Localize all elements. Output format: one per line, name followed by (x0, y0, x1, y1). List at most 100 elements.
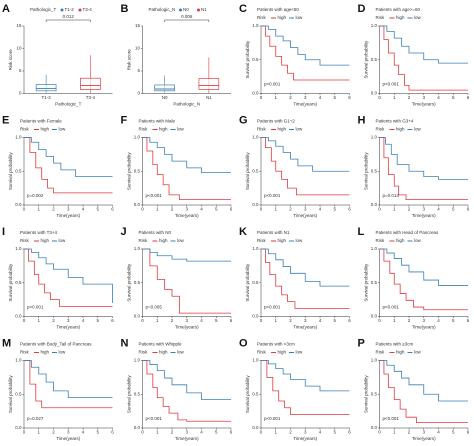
x-tick-label: 5 (333, 430, 336, 435)
legend-title: Pathologic_T (30, 7, 57, 12)
legend-title: Pathologic_N (149, 7, 176, 12)
x-tick-label: 0 (141, 430, 144, 435)
y-axis-label: Survival probability (8, 152, 13, 191)
p-value: p=0.013 (383, 193, 400, 198)
panel-letter: O (239, 337, 248, 349)
y-tick-label: 1.0 (134, 358, 141, 363)
legend-label: low (59, 127, 67, 132)
x-tick-label: 0 (378, 430, 381, 435)
y-tick-label: 0.0 (252, 91, 259, 96)
y-tick-label: 0.5 (252, 280, 259, 285)
y-tick-label: 0.0 (252, 202, 259, 207)
y-tick-label: 1.0 (252, 23, 259, 28)
legend-label: low (414, 238, 422, 243)
x-tick-label: 3 (422, 430, 425, 435)
x-tick-label: 2 (408, 95, 411, 100)
y-axis-label: Survival probability (364, 263, 369, 302)
legend-label: T3-4 (83, 7, 93, 12)
legend-title: Risk (376, 127, 385, 132)
p-value: p<0.001 (264, 305, 281, 310)
y-tick-label: 1.0 (371, 23, 378, 28)
x-tick-label: 0 (260, 318, 263, 323)
legend-label: high (278, 15, 287, 20)
y-axis-label: Risk score (8, 49, 13, 71)
legend-label: high (396, 238, 405, 243)
legend-label: low (414, 350, 422, 355)
panel-title: Patients with ≥3cm (376, 342, 414, 347)
p-value: p<0.001 (146, 416, 163, 421)
y-tick-label: 1.0 (134, 135, 141, 140)
x-tick-label: 6 (467, 95, 470, 100)
survival-curve (379, 248, 468, 286)
survival-curve (24, 248, 113, 307)
x-tick-label: N1 (206, 95, 212, 100)
y-tick-label: 0.0 (134, 425, 141, 430)
x-tick-label: 3 (304, 207, 307, 212)
x-tick-label: 2 (408, 318, 411, 323)
x-tick-label: 0 (23, 430, 26, 435)
panel-letter: P (358, 337, 365, 349)
x-tick-label: 6 (467, 430, 470, 435)
legend-title: Risk (139, 127, 148, 132)
survival-curve (379, 360, 468, 402)
x-tick-label: N0 (162, 95, 168, 100)
y-tick-label: 1.0 (15, 246, 22, 251)
y-tick-label: 0.5 (15, 280, 22, 285)
x-tick-label: 3 (67, 318, 70, 323)
x-tick-label: 4 (319, 318, 322, 323)
y-tick-label: 0.0 (15, 202, 22, 207)
legend-label: low (177, 350, 185, 355)
x-tick-label: 0 (378, 207, 381, 212)
x-tick-label: 1 (37, 207, 40, 212)
legend-label: high (278, 350, 287, 355)
y-tick-label: 1.0 (371, 358, 378, 363)
x-tick-label: 0 (141, 207, 144, 212)
y-axis-label: Survival probability (364, 375, 369, 414)
survival-curve (24, 360, 113, 409)
p-value: p<0.001 (383, 82, 400, 87)
y-tick-label: 1.0 (252, 246, 259, 251)
legend-label: high (159, 238, 168, 243)
x-tick-label: 1 (37, 430, 40, 435)
panel-title: Patients with age<60 (257, 7, 299, 12)
survival-curve (261, 360, 350, 415)
y-tick-label: 0.0 (371, 202, 378, 207)
legend-swatch (179, 8, 182, 12)
panel-letter: A (2, 3, 10, 15)
y-tick-label: 1.0 (252, 358, 259, 363)
x-tick-label: 1 (274, 207, 277, 212)
x-tick-label: 4 (437, 95, 440, 100)
x-tick-label: 6 (348, 207, 351, 212)
y-tick-label: 0.0 (371, 91, 378, 96)
survival-curve (142, 248, 231, 314)
y-tick-label: 0.0 (15, 314, 22, 319)
x-tick-label: 3 (185, 318, 188, 323)
panel-title: Patients with N1 (257, 230, 290, 235)
p-value: p=0.005 (146, 305, 163, 310)
panel-letter: G (239, 114, 248, 126)
x-tick-label: 6 (111, 318, 114, 323)
x-tick-label: 2 (171, 318, 174, 323)
y-axis-label: Survival probability (245, 152, 250, 191)
x-tick-label: 1 (156, 430, 159, 435)
y-tick-label: 0.5 (134, 168, 141, 173)
x-tick-label: 1 (37, 318, 40, 323)
survival-curve (142, 137, 231, 200)
x-tick-label: 6 (467, 207, 470, 212)
legend-label: low (296, 15, 304, 20)
x-tick-label: 1 (274, 95, 277, 100)
x-tick-label: T1-2 (41, 95, 51, 100)
x-tick-label: 2 (52, 318, 55, 323)
panel-title: Patients with age>=60 (376, 7, 421, 12)
y-tick-label: 0 (19, 91, 22, 96)
x-tick-label: 2 (171, 207, 174, 212)
p-value: 0.006 (181, 14, 193, 19)
x-tick-label: 5 (215, 207, 218, 212)
y-axis-label: Survival probability (245, 375, 250, 414)
y-tick-label: 1.0 (15, 135, 22, 140)
y-axis-label: Survival probability (364, 152, 369, 191)
y-tick-label: 0 (137, 91, 140, 96)
x-tick-label: 6 (230, 318, 233, 323)
panel-title: Patients with G1+2 (257, 119, 295, 124)
x-axis-label: Time(years) (56, 213, 80, 218)
